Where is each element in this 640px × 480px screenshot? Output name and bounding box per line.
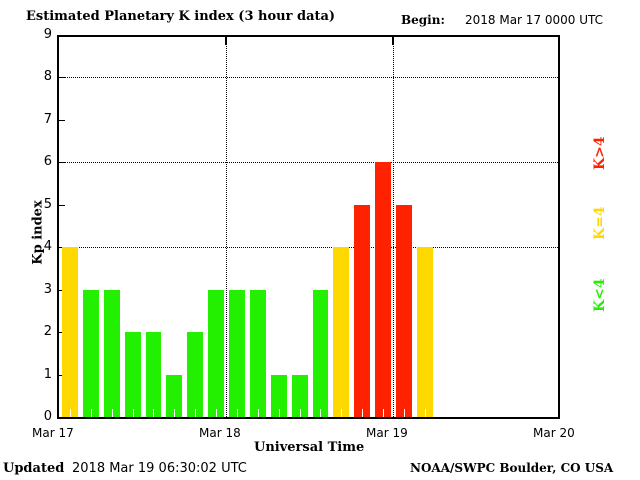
x-tick-label: Mar 20 <box>533 426 575 440</box>
x-axis-label: Universal Time <box>254 440 365 455</box>
plot-area <box>57 35 560 419</box>
kp-bar <box>229 289 245 417</box>
credit-label: NOAA/SWPC Boulder, CO USA <box>410 461 614 475</box>
x-tick-label: Mar 18 <box>199 426 241 440</box>
v-gridline <box>226 37 227 417</box>
h-gridline <box>59 162 558 163</box>
kp-bar <box>145 332 162 417</box>
legend-k-equal-4: K=4 <box>592 206 608 240</box>
y-tick-label: 3 <box>43 281 52 297</box>
y-tick-mark <box>59 119 65 121</box>
kp-bar <box>354 204 371 417</box>
updated-label: Updated <box>3 461 65 476</box>
chart-title: Estimated Planetary K index (3 hour data… <box>26 9 336 24</box>
kp-bar <box>270 374 287 417</box>
y-tick-mark <box>59 77 65 78</box>
y-tick-label: 2 <box>43 324 52 339</box>
v-gridline <box>393 37 394 417</box>
kp-bar <box>82 289 99 417</box>
kp-bar <box>396 204 412 417</box>
y-tick-mark <box>59 204 65 206</box>
y-tick-label: 4 <box>43 239 52 254</box>
legend-k-less-4: K<4 <box>592 278 608 312</box>
h-gridline <box>59 77 558 78</box>
kp-bar <box>62 247 78 417</box>
y-tick-label: 5 <box>43 196 52 212</box>
kp-bar <box>103 289 120 417</box>
x-tick-label: Mar 19 <box>366 426 408 440</box>
y-tick-label: 7 <box>43 111 52 127</box>
y-tick-label: 0 <box>43 409 52 424</box>
kp-bar <box>416 247 433 417</box>
kp-bar <box>124 332 141 417</box>
kp-bar <box>166 374 183 417</box>
kp-bar <box>375 162 391 417</box>
h-gridline <box>59 247 558 248</box>
kp-bar <box>187 332 204 417</box>
y-tick-label: 9 <box>43 26 52 42</box>
x-tick-mark <box>392 37 394 45</box>
y-tick-label: 8 <box>43 69 52 84</box>
legend-k-greater-4: K>4 <box>592 136 608 170</box>
kp-bar <box>249 289 266 417</box>
x-tick-label: Mar 17 <box>32 426 74 440</box>
kp-bar <box>208 289 224 417</box>
kp-bar <box>312 289 329 417</box>
y-tick-label: 6 <box>43 154 52 169</box>
x-tick-mark <box>225 37 227 45</box>
begin-label: Begin: <box>401 13 445 27</box>
begin-value: 2018 Mar 17 0000 UTC <box>465 13 604 27</box>
y-tick-label: 1 <box>43 366 52 382</box>
y-tick-mark <box>59 162 65 163</box>
kp-bar <box>333 247 350 417</box>
updated-value: 2018 Mar 19 06:30:02 UTC <box>72 461 247 476</box>
kp-bar <box>291 374 308 417</box>
